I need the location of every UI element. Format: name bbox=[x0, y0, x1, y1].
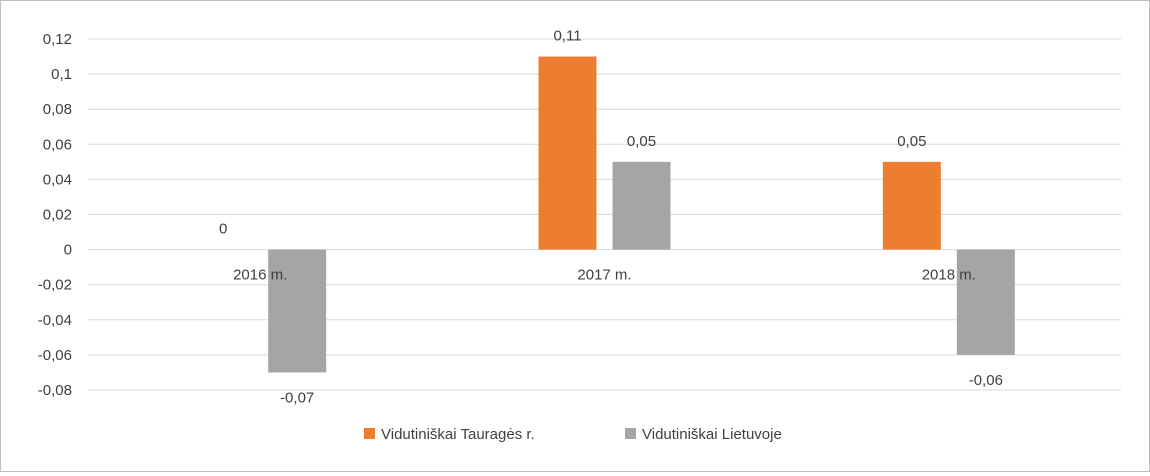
bar bbox=[956, 249, 1015, 355]
data-labels: 0 -0,07 0,11 0,05 0,05 -0,06 bbox=[219, 28, 1003, 407]
category-labels: 2016 m. 2017 m. 2018 m. bbox=[233, 267, 976, 284]
bar bbox=[612, 161, 671, 250]
legend-swatch bbox=[625, 428, 636, 439]
y-tick-label: 0,12 bbox=[43, 31, 72, 48]
y-tick-label: 0,08 bbox=[43, 101, 72, 118]
y-tick-label: 0,02 bbox=[43, 207, 72, 224]
data-label: -0,07 bbox=[280, 389, 314, 406]
y-tick-label: 0,1 bbox=[51, 66, 72, 83]
category-label: 2018 m. bbox=[922, 267, 976, 284]
legend: Vidutiniškai Tauragės r. Vidutiniškai Lie… bbox=[364, 426, 782, 443]
data-label: 0,11 bbox=[553, 28, 581, 45]
gridlines bbox=[88, 38, 1121, 391]
category-label: 2016 m. bbox=[233, 267, 287, 284]
y-tick-label: -0,06 bbox=[38, 347, 72, 364]
y-tick-label: 0 bbox=[64, 242, 72, 259]
category-label: 2017 m. bbox=[577, 267, 631, 284]
legend-label: Vidutiniškai Lietuvoje bbox=[642, 426, 782, 443]
bar bbox=[268, 249, 327, 373]
bars bbox=[268, 56, 1015, 373]
y-tick-label: 0,04 bbox=[43, 171, 72, 188]
legend-label: Vidutiniškai Tauragės r. bbox=[381, 426, 535, 443]
bar bbox=[882, 161, 941, 250]
data-label: 0 bbox=[219, 221, 227, 238]
y-axis-tick-labels: 0,12 0,1 0,08 0,06 0,04 0,02 0 -0,02 -0,04 -0,06 -… bbox=[38, 31, 72, 399]
data-label: -0,06 bbox=[969, 372, 1003, 389]
y-tick-label: 0,06 bbox=[43, 136, 72, 153]
y-tick-label: -0,08 bbox=[38, 382, 72, 399]
bar bbox=[538, 56, 597, 250]
y-tick-label: -0,04 bbox=[38, 312, 72, 329]
y-tick-label: -0,02 bbox=[38, 277, 72, 294]
data-label: 0,05 bbox=[627, 133, 656, 150]
data-label: 0,05 bbox=[897, 133, 926, 150]
legend-swatch bbox=[364, 428, 375, 439]
